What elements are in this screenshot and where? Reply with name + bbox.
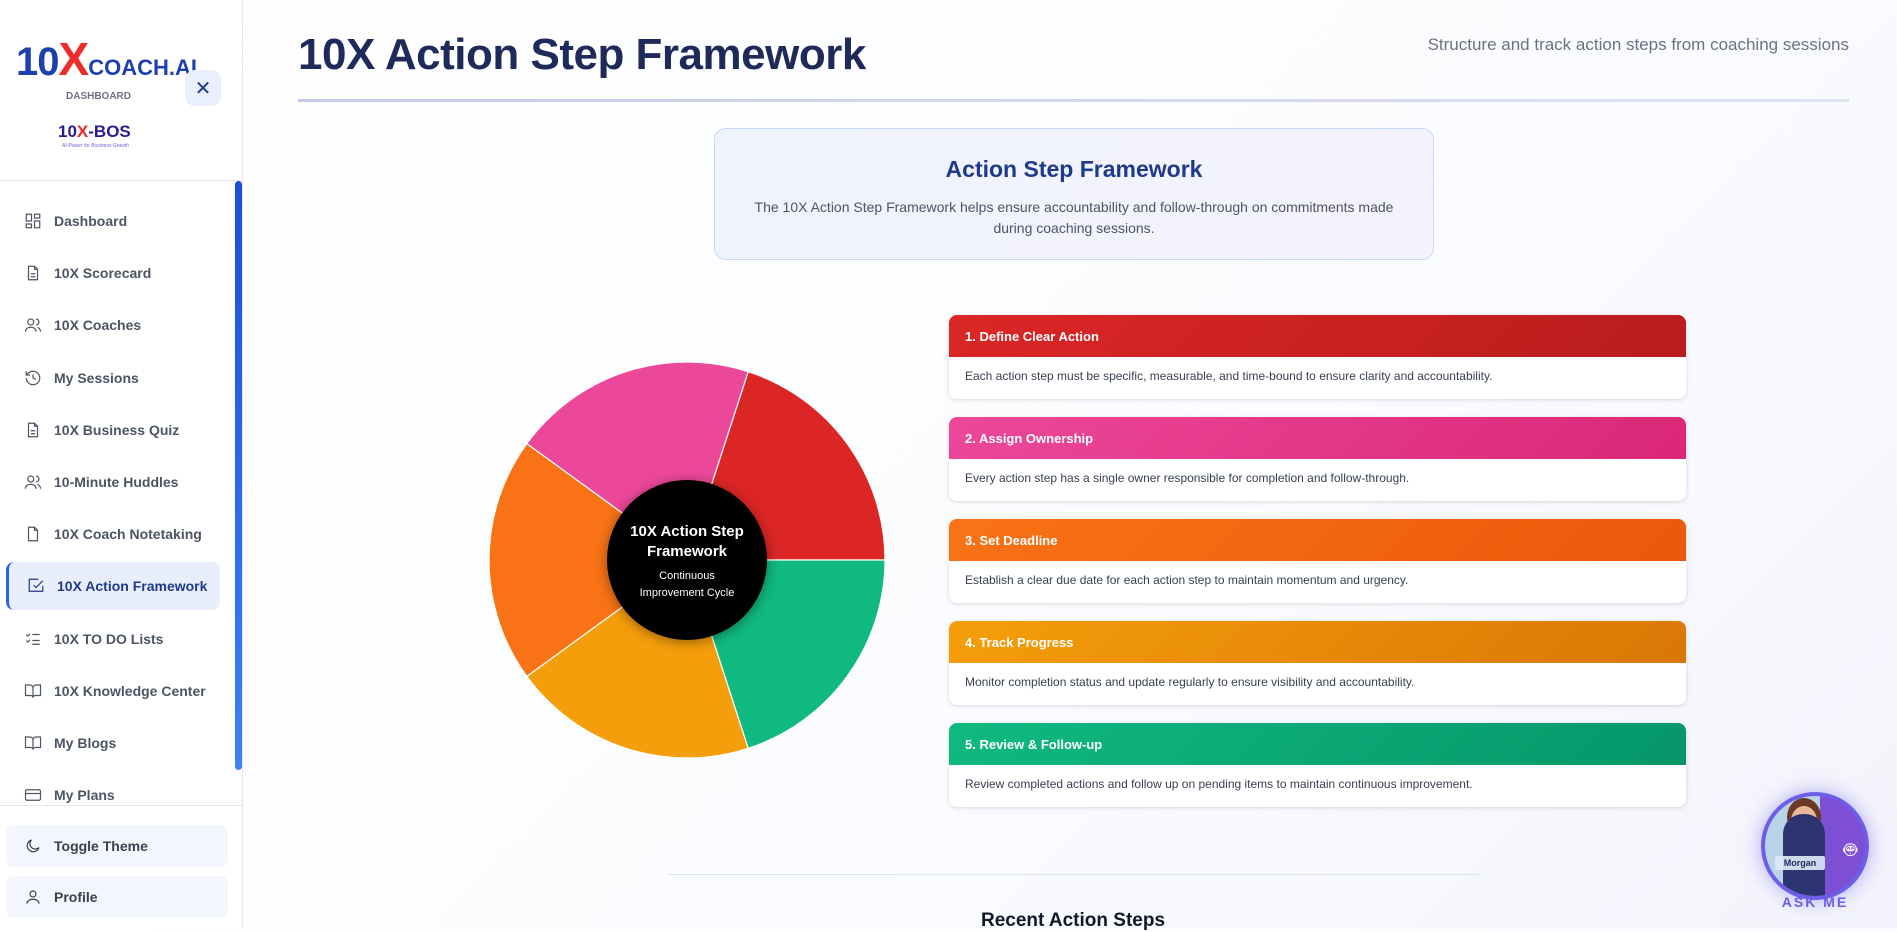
ask-me-label: ASK ME [1781, 894, 1849, 910]
sidebar-item-label: 10X Scorecard [54, 265, 152, 282]
toggle-theme-button[interactable]: Toggle Theme [6, 825, 228, 867]
10x-coach-logo[interactable]: 10XCOACH.AI [16, 33, 197, 85]
step-card: 4. Track Progress Monitor completion stat… [949, 621, 1686, 705]
list-checks-icon [25, 632, 40, 645]
sidebar-nav: Dashboard 10X Scorecard 10X Coaches My Sess… [0, 181, 243, 805]
sidebar-item-label: My Sessions [54, 369, 139, 386]
sidebar-item-10x-coaches[interactable]: 10X Coaches [6, 301, 220, 349]
history-icon [25, 370, 41, 385]
sidebar-item-label: Dashboard [54, 213, 128, 229]
step-card-header: 4. Track Progress [949, 621, 1686, 663]
step-card: 2. Assign Ownership Every action step has… [949, 417, 1686, 501]
page-subtitle: Structure and track action steps from co… [1427, 35, 1849, 54]
sidebar-item-label: 10X Knowledge Center [54, 682, 206, 699]
sidebar-item-10x-business-quiz[interactable]: 10X Business Quiz [6, 406, 220, 454]
book-icon [24, 736, 42, 750]
bos-tagline: AI-Power for Business Growth [62, 143, 129, 149]
sidebar-item-label: 10X Business Quiz [54, 421, 180, 438]
header-divider [298, 99, 1849, 102]
sidebar-item-10-minute-huddles[interactable]: 10-Minute Huddles [6, 458, 220, 506]
sidebar-item-10x-action-framework[interactable]: 10X Action Framework [6, 562, 220, 611]
dashboard-icon [25, 213, 41, 229]
book-icon [24, 684, 42, 698]
users-icon [24, 475, 42, 489]
profile-button[interactable]: Profile [6, 876, 228, 918]
step-card: 5. Review & Follow-up Review completed ac… [949, 723, 1686, 807]
credit-card-icon [24, 789, 42, 802]
assistant-name-tag: Morgan [1775, 856, 1825, 870]
10x-bos-logo: 10X-BOS [58, 122, 131, 141]
wheel-center-subtitle: Continuous Improvement Cycle [640, 570, 735, 599]
file-icon [27, 526, 39, 542]
user-icon [26, 890, 40, 904]
step-title: 5. Review & Follow-up [965, 736, 1103, 752]
step-description: Establish a clear due date for each acti… [965, 573, 1409, 587]
step-card-header: 2. Assign Ownership [949, 417, 1686, 459]
wheel-center [607, 480, 767, 640]
moon-icon [26, 839, 40, 853]
step-title: 4. Track Progress [965, 634, 1074, 650]
sidebar-item-my-plans[interactable]: My Plans [6, 771, 220, 805]
ask-me-assistant-button[interactable]: Morgan 🤖︎ [1761, 792, 1869, 900]
sidebar-item-10x-to-do-lists[interactable]: 10X TO DO Lists [6, 615, 220, 663]
info-title: Action Step Framework [945, 156, 1203, 182]
step-card-header: 1. Define Clear Action [949, 315, 1686, 357]
section-divider [668, 874, 1480, 875]
step-description: Review completed actions and follow up o… [965, 777, 1473, 791]
sidebar-bottom: Toggle Theme Profile [0, 805, 243, 928]
sidebar-item-label: 10-Minute Huddles [54, 474, 179, 490]
check-square-icon [28, 579, 44, 593]
sidebar-item-label: 10X Coach Notetaking [54, 526, 202, 543]
sidebar-item-label: 10X Action Framework [57, 578, 208, 595]
sidebar: 10XCOACH.AI DASHBOARD 10X-BOS AI-Power f… [0, 0, 243, 928]
step-title: 2. Assign Ownership [965, 430, 1094, 446]
wheel-segment-4[interactable] [488, 442, 689, 678]
document-icon [27, 422, 39, 438]
dashboard-label: DASHBOARD [66, 91, 131, 102]
step-description: Monitor completion status and update reg… [965, 675, 1415, 689]
page-title: 10X Action Step Framework [298, 30, 866, 79]
sidebar-item-label: My Plans [54, 787, 115, 804]
users-icon [24, 318, 42, 333]
sidebar-item-10x-scorecard[interactable]: 10X Scorecard [6, 249, 220, 297]
sidebar-item-my-blogs[interactable]: My Blogs [6, 719, 220, 767]
sidebar-item-label: My Blogs [54, 735, 117, 751]
step-description: Every action step has a single owner res… [965, 471, 1410, 485]
close-icon: ✕ [194, 77, 212, 100]
sidebar-item-10x-knowledge-center[interactable]: 10X Knowledge Center [6, 667, 220, 715]
step-description: Each action step must be specific, measu… [965, 369, 1493, 383]
close-sidebar-button[interactable]: ✕ [185, 70, 221, 106]
info-description: The 10X Action Step Framework helps ensu… [754, 199, 1394, 236]
sidebar-item-label: 10X Coaches [54, 317, 142, 334]
assistant-avatar-body [1783, 814, 1825, 896]
framework-wheel: 10X Action Step Framework Continuous Impro… [488, 361, 886, 759]
logo-area: 10XCOACH.AI DASHBOARD 10X-BOS AI-Power f… [0, 0, 242, 181]
step-title: 1. Define Clear Action [965, 328, 1099, 344]
sidebar-scrollbar[interactable] [235, 181, 242, 770]
step-title: 3. Set Deadline [965, 532, 1058, 548]
recent-action-steps-heading: Recent Action Steps [980, 910, 1166, 931]
framework-info-box: Action Step Framework The 10X Action Ste… [714, 128, 1434, 260]
sidebar-item-10x-coach-notetaking[interactable]: 10X Coach Notetaking [6, 510, 220, 558]
step-card: 3. Set Deadline Establish a clear due dat… [949, 519, 1686, 603]
step-card: 1. Define Clear Action Each action step m… [949, 315, 1686, 399]
sidebar-item-dashboard[interactable]: Dashboard [6, 197, 220, 245]
wheel-center-title: 10X Action Step Framework [630, 523, 744, 560]
step-card-header: 3. Set Deadline [949, 519, 1686, 561]
sidebar-item-label: 10X TO DO Lists [54, 630, 164, 647]
step-card-header: 5. Review & Follow-up [949, 723, 1686, 765]
document-icon [27, 265, 39, 281]
sidebar-item-my-sessions[interactable]: My Sessions [6, 354, 220, 402]
robot-icon: 🤖︎ [1843, 837, 1857, 862]
